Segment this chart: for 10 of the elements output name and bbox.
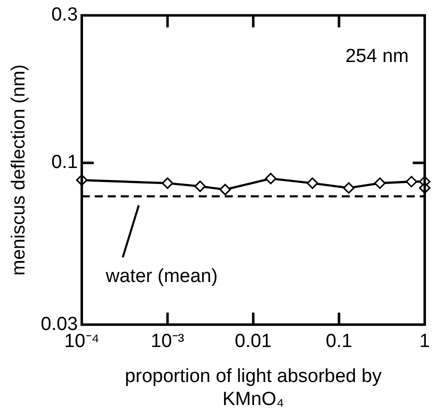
y-axis-title: meniscus deflection (nm)	[8, 64, 30, 276]
x-tick-label: 0.01	[234, 331, 272, 352]
y-tick-label: 0.1	[51, 152, 78, 174]
y-tick-label: 0.3	[51, 4, 78, 26]
x-tick-label: 1	[419, 331, 430, 352]
x-tick-label: 10⁻³	[150, 331, 184, 352]
x-tick-label: 0.1	[326, 331, 352, 352]
x-axis-title: proportion of light absorbed by KMnO₄	[124, 366, 382, 410]
annotation: 254 nm	[345, 46, 409, 68]
ref-line-label: water (mean)	[104, 266, 218, 288]
